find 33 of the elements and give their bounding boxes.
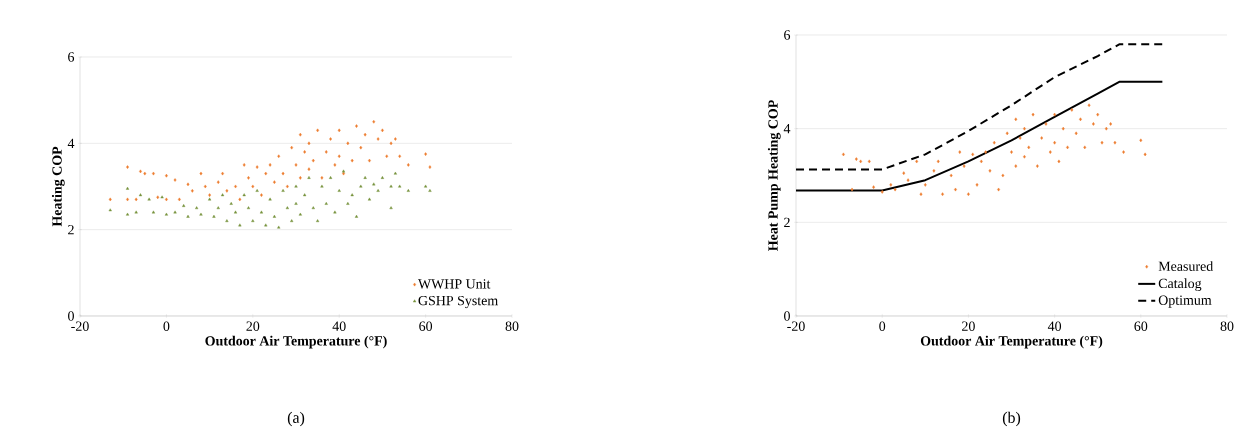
- y-tick-label: 2: [68, 225, 74, 235]
- x-tick-label: 60: [1134, 321, 1148, 331]
- text: (b): [1002, 411, 1021, 427]
- y-tick-label: 6: [784, 30, 791, 40]
- x-tick-label: -20: [71, 321, 89, 331]
- x-tick-label: 40: [332, 321, 346, 331]
- x-tick-label: 60: [419, 321, 433, 331]
- x-tick-label: 80: [505, 321, 519, 331]
- x-axis-title: Outdoor Air Temperature (°F): [920, 335, 1103, 349]
- line-series: [796, 80, 1164, 192]
- x-tick-label: -20: [787, 321, 805, 331]
- legend-label: WWHP Unit: [417, 279, 491, 289]
- x-tick-label: 40: [1047, 321, 1062, 331]
- legend-label: Optimum: [1158, 295, 1212, 308]
- x-tick-label: 0: [879, 321, 886, 331]
- legend-label: GSHP System: [418, 295, 498, 309]
- y-tick-label: 0: [68, 311, 74, 321]
- legend-label: Catalog: [1158, 278, 1202, 291]
- x-axis-title: Outdoor Air Temperature (°F): [205, 335, 387, 349]
- y-tick-label: 4: [783, 124, 791, 134]
- x-tick-label: 80: [1220, 321, 1234, 331]
- y-tick-label: 2: [784, 217, 790, 227]
- x-tick-label: 20: [246, 321, 260, 331]
- x-tick-label: 20: [962, 321, 975, 331]
- y-tick-label: 0: [784, 311, 790, 321]
- y-axis-title: Heating COP: [51, 146, 65, 227]
- text: (a): [287, 411, 305, 427]
- legend-label: Measured: [1158, 261, 1214, 271]
- y-tick-label: 4: [67, 138, 75, 148]
- y-tick-label: 6: [68, 52, 75, 62]
- y-axis-title: Heat Pump Heating COP: [767, 100, 781, 251]
- line-series: [796, 43, 1164, 171]
- x-tick-label: 0: [163, 321, 170, 331]
